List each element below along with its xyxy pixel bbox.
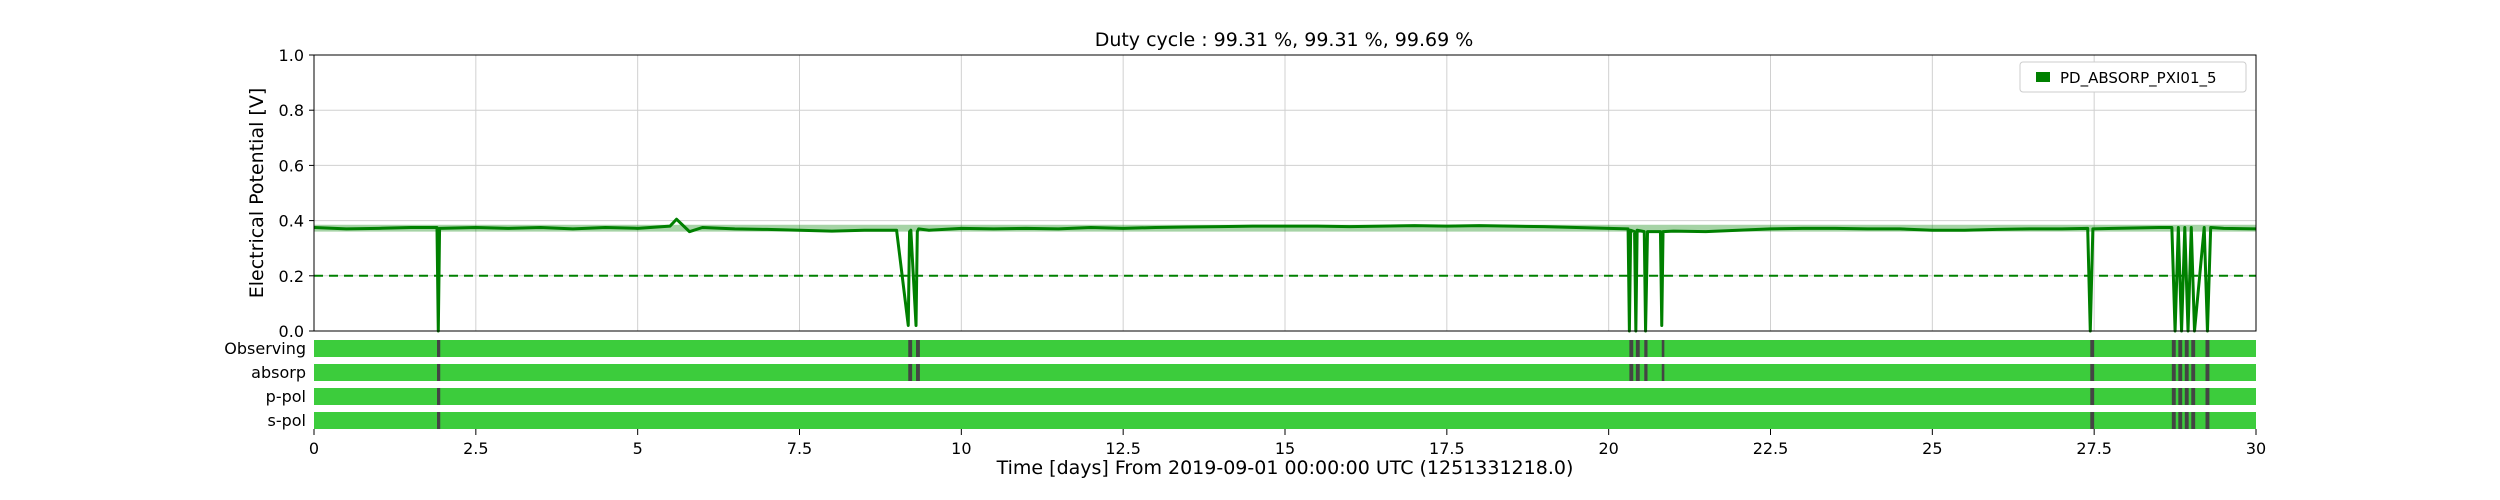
y-tick-label: 0.6 xyxy=(279,156,304,175)
segment-gap xyxy=(2205,412,2210,429)
segment-label: p-pol xyxy=(266,387,306,406)
x-tick-label: 17.5 xyxy=(1429,439,1465,458)
segment-gap xyxy=(2171,412,2176,429)
segment-gap xyxy=(2191,412,2196,429)
segment-gap xyxy=(908,364,913,381)
segment-gap xyxy=(1629,340,1634,357)
y-axis-ticks: 0.0 0.2 0.4 0.6 0.8 1.0 xyxy=(279,46,314,341)
y-tick-label: 0.4 xyxy=(279,212,304,231)
x-tick-label: 22.5 xyxy=(1753,439,1789,458)
chart-title: Duty cycle : 99.31 %, 99.31 %, 99.69 % xyxy=(1095,29,1474,51)
segment-gap xyxy=(2191,340,2196,357)
segment-gap xyxy=(2090,388,2095,405)
x-tick-label: 30 xyxy=(2246,439,2266,458)
x-axis-ticks: 0 2.5 5 7.5 10 12.5 15 17.5 20 22.5 25 27.5 30 xyxy=(309,429,2266,458)
segment-gap xyxy=(2205,364,2210,381)
x-tick-label: 7.5 xyxy=(787,439,812,458)
plot-frame xyxy=(313,54,2257,332)
segment-gap xyxy=(2184,364,2189,381)
segment-gap xyxy=(1661,364,1665,381)
legend-box xyxy=(2019,61,2247,93)
y-axis-label: Electrical Potential [V] xyxy=(246,88,268,298)
segment-gap xyxy=(2090,364,2095,381)
segment-gap xyxy=(2191,364,2196,381)
series-line xyxy=(313,217,2257,333)
segment-gap xyxy=(2171,388,2176,405)
legend-label: PD_ABSORP_PXI01_5 xyxy=(2060,69,2217,88)
segment-gap xyxy=(2205,340,2210,357)
segment-bar xyxy=(314,412,2256,429)
x-tick-label: 12.5 xyxy=(1105,439,1141,458)
x-tick-label: 15 xyxy=(1275,439,1295,458)
segment-gap xyxy=(2191,388,2196,405)
segment-gap xyxy=(916,340,920,357)
legend[interactable]: PD_ABSORP_PXI01_5 xyxy=(2019,61,2247,93)
segment-gap xyxy=(2205,388,2210,405)
segment-label: absorp xyxy=(251,363,306,382)
segment-gap xyxy=(436,364,441,381)
segment-gap xyxy=(2178,364,2183,381)
series-group xyxy=(313,217,2257,333)
x-tick-label: 25 xyxy=(1922,439,1942,458)
x-tick-label: 5 xyxy=(633,439,643,458)
segment-gap xyxy=(2090,340,2095,357)
y-tick-label: 0.8 xyxy=(279,101,304,120)
y-tick-label: 1.0 xyxy=(279,46,304,65)
x-tick-label: 0 xyxy=(309,439,319,458)
segment-gap xyxy=(1635,340,1640,357)
segment-rows: Observing absorp p-pol s-pol xyxy=(224,339,2256,430)
segment-gap xyxy=(2184,412,2189,429)
segment-gap xyxy=(1644,364,1648,381)
segment-gap xyxy=(1661,340,1665,357)
x-tick-label: 27.5 xyxy=(2076,439,2112,458)
segment-gap xyxy=(2178,412,2183,429)
segment-gap xyxy=(2184,388,2189,405)
segment-gap xyxy=(2184,340,2189,357)
series-noise-band xyxy=(314,224,2256,232)
y-tick-label: 0.2 xyxy=(279,267,304,286)
segment-label: Observing xyxy=(224,339,306,358)
segment-gap xyxy=(436,412,441,429)
segment-bar xyxy=(314,340,2256,357)
x-tick-label: 20 xyxy=(1598,439,1618,458)
segment-gap xyxy=(436,340,441,357)
x-tick-label: 10 xyxy=(951,439,971,458)
segment-gap xyxy=(2171,364,2176,381)
segment-gap xyxy=(2178,388,2183,405)
segment-gap xyxy=(436,388,441,405)
segment-gap xyxy=(1635,364,1640,381)
segment-gap xyxy=(2171,340,2176,357)
segment-gap xyxy=(916,364,920,381)
segment-gap xyxy=(1644,340,1648,357)
y-tick-label: 0.0 xyxy=(279,322,304,341)
segment-gap xyxy=(2178,340,2183,357)
segment-gap xyxy=(2090,412,2095,429)
segment-bar xyxy=(314,388,2256,405)
x-axis-label: Time [days] From 2019-09-01 00:00:00 UTC… xyxy=(996,457,1574,479)
segment-gap xyxy=(908,340,913,357)
segment-label: s-pol xyxy=(268,411,307,430)
segment-gap xyxy=(1629,364,1634,381)
segment-bar xyxy=(314,364,2256,381)
legend-swatch xyxy=(2036,72,2050,82)
x-tick-label: 2.5 xyxy=(463,439,488,458)
